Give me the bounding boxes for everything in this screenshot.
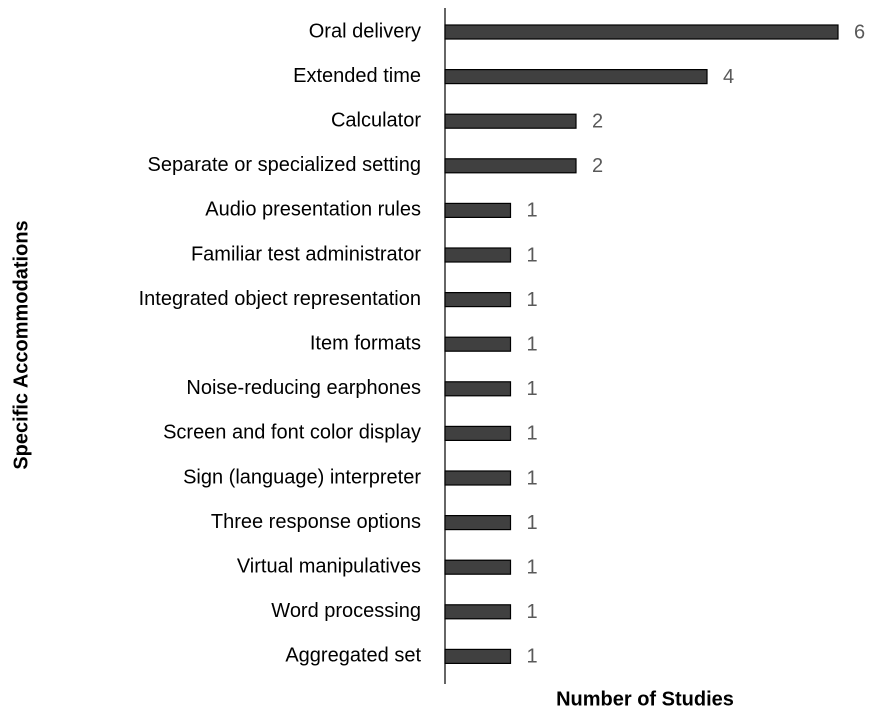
- value-label: 1: [527, 556, 538, 578]
- value-label: 1: [527, 378, 538, 400]
- bar: [444, 158, 577, 174]
- value-label: 1: [527, 333, 538, 355]
- y-tick-label: Audio presentation rules: [205, 199, 421, 221]
- y-tick-label: Integrated object representation: [139, 288, 421, 310]
- bar: [444, 68, 708, 85]
- y-tick-label: Familiar test administrator: [191, 243, 421, 265]
- value-label: 1: [527, 423, 538, 445]
- value-label: 1: [527, 289, 538, 311]
- y-tick-label: Item formats: [310, 332, 421, 354]
- bar: [444, 559, 512, 575]
- y-tick-label: Extended time: [293, 65, 421, 87]
- y-tick-label: Separate or specialized setting: [148, 154, 422, 176]
- bar: [444, 247, 512, 263]
- value-label: 1: [527, 601, 538, 623]
- y-tick-label: Oral delivery: [309, 20, 421, 42]
- value-label: 1: [527, 244, 538, 266]
- bar: [444, 202, 512, 218]
- bar: [444, 381, 512, 397]
- x-axis-title: Number of Studies: [556, 688, 734, 710]
- bar: [444, 425, 512, 441]
- value-label: 4: [723, 66, 734, 88]
- value-label: 2: [592, 155, 603, 177]
- y-tick-label: Screen and font color display: [163, 422, 421, 444]
- bar: [444, 292, 512, 308]
- y-axis-title: Specific Accommodations: [10, 220, 32, 469]
- bar: [444, 604, 512, 620]
- y-tick-label: Noise-reducing earphones: [186, 377, 421, 399]
- bar: [444, 336, 512, 352]
- y-tick-label: Aggregated set: [285, 645, 421, 667]
- bar: [444, 470, 512, 486]
- value-label: 6: [854, 21, 865, 43]
- bar: [444, 24, 839, 40]
- y-tick-label: Three response options: [211, 511, 421, 533]
- value-label: 1: [527, 512, 538, 534]
- bar: [444, 648, 512, 665]
- bar: [444, 113, 577, 129]
- y-tick-label: Word processing: [271, 600, 421, 622]
- value-label: 1: [527, 467, 538, 489]
- y-tick-label: Sign (language) interpreter: [183, 466, 421, 488]
- value-label: 2: [592, 110, 603, 132]
- value-label: 1: [527, 646, 538, 668]
- y-tick-label: Virtual manipulatives: [237, 555, 421, 577]
- value-label: 1: [527, 200, 538, 222]
- y-tick-label: Calculator: [331, 109, 421, 131]
- bar: [444, 514, 512, 531]
